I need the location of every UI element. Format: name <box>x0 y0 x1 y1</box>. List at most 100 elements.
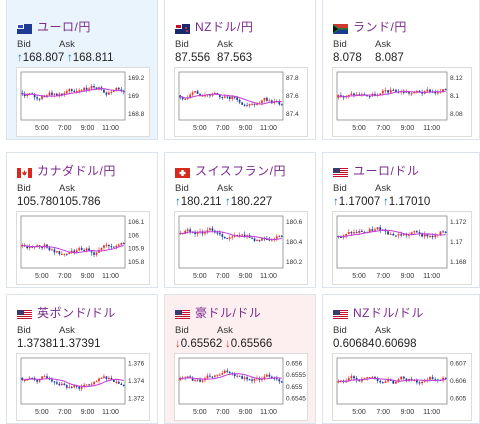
flag-icon <box>175 307 190 319</box>
price-chart[interactable]: 5:00 7:00 9:00 11:00 0.607 0.606 0.605 <box>333 354 471 420</box>
candle <box>444 231 447 233</box>
pair-link[interactable]: NZドル/ドル <box>333 303 424 321</box>
y-tick-label: 0.606 <box>450 378 467 385</box>
pair-link[interactable]: ユーロ/ドル <box>333 161 419 179</box>
candle <box>199 379 201 382</box>
candle <box>85 87 88 90</box>
rate-card[interactable]: ユーロ/ドル Bid Ask ↑1.17007 ↑1.17010 5:00 7:00 9:00… <box>322 152 480 288</box>
pair-name: 豪ドル/ドル <box>195 305 262 320</box>
candle <box>103 245 105 248</box>
candle <box>278 235 281 237</box>
pair-link[interactable]: 豪ドル/ドル <box>175 303 261 321</box>
candle <box>278 379 281 382</box>
candle <box>363 231 366 233</box>
chart-container[interactable]: 5:00 7:00 9:00 11:00 8.12 8.1 8.08 <box>332 67 472 137</box>
bid-ask-labels: Bid Ask <box>175 325 233 336</box>
candle <box>56 93 58 96</box>
candle <box>236 375 239 377</box>
candle <box>387 90 389 93</box>
candle <box>347 94 350 97</box>
candle <box>353 93 355 96</box>
chart-container[interactable]: 5:00 7:00 9:00 11:00 106.1 106 105.9 105.8 <box>16 211 150 285</box>
ask-label: Ask <box>217 39 233 50</box>
bid-value: 8.078 <box>333 52 362 64</box>
candle <box>415 231 418 233</box>
candle <box>408 234 410 236</box>
ask-label: Ask <box>375 39 391 50</box>
bid-ask-labels: Bid Ask <box>333 325 391 336</box>
candle <box>108 377 110 380</box>
candle <box>56 251 58 253</box>
candle <box>405 234 408 236</box>
arrow-up-icon: ↑ <box>175 196 181 208</box>
candle <box>65 253 68 255</box>
candle <box>395 89 397 92</box>
price-chart[interactable]: 5:00 7:00 9:00 11:00 1.172 1.17 1.168 <box>333 212 471 284</box>
candle <box>442 377 444 381</box>
candle <box>211 228 214 231</box>
pair-link[interactable]: ランド/円 <box>333 17 407 35</box>
y-tick-label: 106.1 <box>128 219 145 226</box>
x-tick-label: 5:00 <box>193 273 207 280</box>
candle <box>431 235 434 238</box>
candle <box>63 93 66 95</box>
candle <box>194 232 196 235</box>
chart-container[interactable]: 5:00 7:00 9:00 11:00 1.172 1.17 1.168 <box>332 211 472 285</box>
pair-name: ユーロ/ドル <box>353 163 420 178</box>
candle <box>405 378 408 382</box>
chart-container[interactable]: 5:00 7:00 9:00 11:00 169.2 169 168.8 <box>16 67 150 137</box>
chart-container[interactable]: 5:00 7:00 9:00 11:00 87.8 87.6 87.4 <box>174 67 308 137</box>
y-tick-label: 1.168 <box>450 259 467 266</box>
rate-card[interactable]: NZドル/円 Bid Ask 87.556 87.563 5:00 7:00 9:00 11:0… <box>164 0 316 140</box>
candle <box>392 89 395 91</box>
rate-card[interactable]: 豪ドル/ドル Bid Ask ↓0.65562 ↓0.65566 5:00 7:00 9:00… <box>164 294 316 424</box>
y-tick-label: 0.607 <box>450 361 467 368</box>
rate-card[interactable]: NZドル/ドル Bid Ask 0.606840.60698 5:00 7:00 9:00 1… <box>322 294 480 424</box>
pair-link[interactable]: スイスフラン/円 <box>175 161 286 179</box>
rate-card[interactable]: 英ポンド/ドル Bid Ask 1.373811.37391 5:00 7:00 9:00 1… <box>6 294 158 424</box>
candle <box>429 377 431 380</box>
chart-container[interactable]: 5:00 7:00 9:00 11:00 180.6 180.4 180.2 <box>174 211 308 285</box>
candle <box>246 377 248 380</box>
price-chart[interactable]: 5:00 7:00 9:00 11:00 1.376 1.374 1.372 <box>17 354 149 420</box>
pair-link[interactable]: カナダドル/円 <box>17 161 116 179</box>
x-tick-label: 11:00 <box>260 273 277 280</box>
chart-container[interactable]: 5:00 7:00 9:00 11:00 1.376 1.374 1.372 <box>16 353 150 421</box>
candle <box>70 89 73 91</box>
chart-container[interactable]: 5:00 7:00 9:00 11:00 0.656 0.6555 0.655 0.6545 <box>174 353 308 421</box>
price-chart[interactable]: 5:00 7:00 9:00 11:00 180.6 180.4 180.2 <box>175 212 307 284</box>
candle <box>120 243 123 245</box>
pair-link[interactable]: ユーロ/円 <box>17 17 91 35</box>
candle <box>423 380 426 382</box>
candle <box>122 384 125 386</box>
x-tick-label: 7:00 <box>58 409 72 416</box>
candle <box>223 236 226 239</box>
price-chart[interactable]: 5:00 7:00 9:00 11:00 0.656 0.6555 0.655 0.6545 <box>175 354 307 420</box>
price-chart[interactable]: 5:00 7:00 9:00 11:00 106.1 106 105.9 105.8 <box>17 212 149 284</box>
price-chart[interactable]: 5:00 7:00 9:00 11:00 8.12 8.1 8.08 <box>333 68 471 136</box>
price-chart[interactable]: 5:00 7:00 9:00 11:00 169.2 169 168.8 <box>17 68 149 136</box>
pair-link[interactable]: NZドル/円 <box>175 17 253 35</box>
candle <box>371 376 374 378</box>
candle <box>75 385 78 387</box>
price-chart[interactable]: 5:00 7:00 9:00 11:00 87.8 87.6 87.4 <box>175 68 307 136</box>
chart-container[interactable]: 5:00 7:00 9:00 11:00 0.607 0.606 0.605 <box>332 353 472 421</box>
candle <box>261 100 263 104</box>
rate-card[interactable]: ユーロ/円 Bid Ask ↑168.807 ↑168.811 5:00 7:00 9:00 1… <box>6 0 158 140</box>
candle <box>350 376 353 379</box>
candle <box>402 234 405 236</box>
rate-card[interactable]: ランド/円 Bid Ask 8.078 8.087 5:00 7:00 9:00 11:00 8.… <box>322 0 480 140</box>
rate-card[interactable]: スイスフラン/円 Bid Ask ↑180.211 ↑180.227 5:00 7:00 9:… <box>164 152 316 288</box>
candle <box>436 91 439 94</box>
candle <box>41 247 43 249</box>
arrow-up-icon: ↑ <box>333 196 339 208</box>
candle <box>31 377 34 379</box>
candle <box>263 97 266 101</box>
rate-card[interactable]: カナダドル/円 Bid Ask 105.780105.786 5:00 7:00 9:00 1… <box>6 152 158 288</box>
x-tick-label: 7:00 <box>376 273 390 280</box>
candle <box>397 379 400 382</box>
bid-label: Bid <box>333 325 347 336</box>
candle <box>236 97 239 100</box>
pair-link[interactable]: 英ポンド/ドル <box>17 303 116 321</box>
candle <box>238 234 241 237</box>
